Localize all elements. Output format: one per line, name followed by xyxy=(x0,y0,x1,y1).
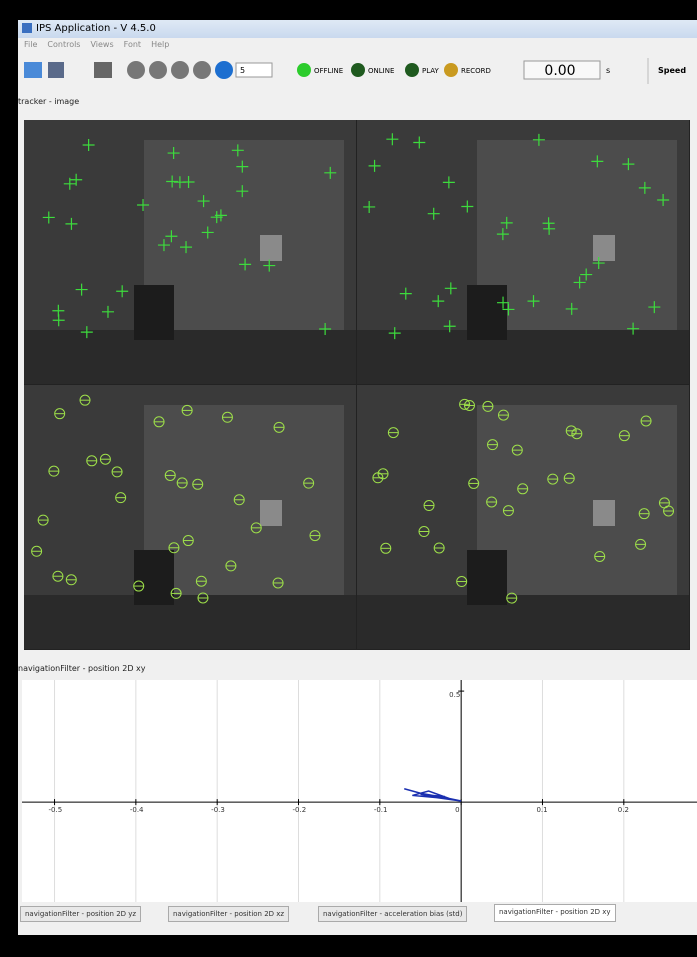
status-label: OFFLINE xyxy=(314,67,343,75)
play-button[interactable] xyxy=(149,61,167,79)
panel-label: tracker - image xyxy=(18,97,79,106)
tool-button[interactable] xyxy=(94,62,112,78)
tab[interactable]: navigationFilter - acceleration bias (st… xyxy=(318,906,467,922)
status-label: RECORD xyxy=(461,67,491,75)
record-button[interactable] xyxy=(127,61,145,79)
menu-item[interactable]: Help xyxy=(151,40,169,49)
window-title: IPS Application - V 4.5.0 xyxy=(36,23,156,34)
menu-item[interactable]: Controls xyxy=(47,40,80,49)
speed-label: Speed xyxy=(658,66,686,75)
pause-button[interactable] xyxy=(171,61,189,79)
floor xyxy=(24,330,356,384)
spinbox-value: 5 xyxy=(240,66,245,75)
active-button[interactable] xyxy=(215,61,233,79)
tab[interactable]: navigationFilter - position 2D xy xyxy=(494,904,616,922)
floor xyxy=(24,595,356,649)
box xyxy=(134,285,174,340)
box xyxy=(467,285,507,340)
time-value: 0.00 xyxy=(544,63,575,79)
x-tick-label: -0.4 xyxy=(130,806,144,814)
x-tick-label: 0 xyxy=(455,806,459,814)
poster xyxy=(593,235,615,261)
x-tick-label: -0.5 xyxy=(49,806,63,814)
app-icon xyxy=(22,23,32,33)
floor xyxy=(357,595,689,649)
status-led xyxy=(351,63,365,77)
menu-item[interactable]: File xyxy=(24,40,37,49)
tab-bar: navigationFilter - position 2D yz naviga… xyxy=(18,904,697,924)
save-button[interactable] xyxy=(48,62,64,78)
trajectory xyxy=(404,789,461,801)
menu-bar: File Controls Views Font Help xyxy=(18,38,697,52)
menu-item[interactable]: Font xyxy=(124,40,141,49)
title-bar: IPS Application - V 4.5.0 xyxy=(18,20,697,38)
poster xyxy=(260,235,282,261)
app-window: IPS Application - V 4.5.0 File Controls Vi… xyxy=(18,20,697,935)
y-tick-label: 0.5 xyxy=(449,691,460,699)
camera-image xyxy=(24,120,690,650)
toolbar: 5 OFFLINE ONLINE PLAY RECORD 0.00 s Spee… xyxy=(18,52,697,90)
status-led xyxy=(444,63,458,77)
x-tick-label: 0.2 xyxy=(618,806,629,814)
x-tick-label: -0.3 xyxy=(211,806,225,814)
open-button[interactable] xyxy=(24,62,42,78)
menu-item[interactable]: Views xyxy=(90,40,113,49)
x-tick-label: -0.2 xyxy=(293,806,307,814)
box xyxy=(467,550,507,605)
position-plot: -0.5 -0.4 -0.3 -0.2 -0.1 0 0.1 0.2 0.5 xyxy=(22,680,697,902)
tab[interactable]: navigationFilter - position 2D yz xyxy=(20,906,141,922)
status-label: ONLINE xyxy=(368,67,394,75)
x-tick-label: 0.1 xyxy=(536,806,547,814)
status-led xyxy=(405,63,419,77)
box xyxy=(134,550,174,605)
status-label: PLAY xyxy=(422,67,440,75)
poster xyxy=(593,500,615,526)
stop-button[interactable] xyxy=(193,61,211,79)
time-unit: s xyxy=(606,66,610,75)
floor xyxy=(357,330,689,384)
status-led xyxy=(297,63,311,77)
poster xyxy=(260,500,282,526)
screen: {"window":{"title":"IPS Application - V … xyxy=(0,0,697,957)
tab[interactable]: navigationFilter - position 2D xz xyxy=(168,906,289,922)
x-tick-label: -0.1 xyxy=(374,806,388,814)
panel-label: navigationFilter - position 2D xy xyxy=(18,664,146,673)
